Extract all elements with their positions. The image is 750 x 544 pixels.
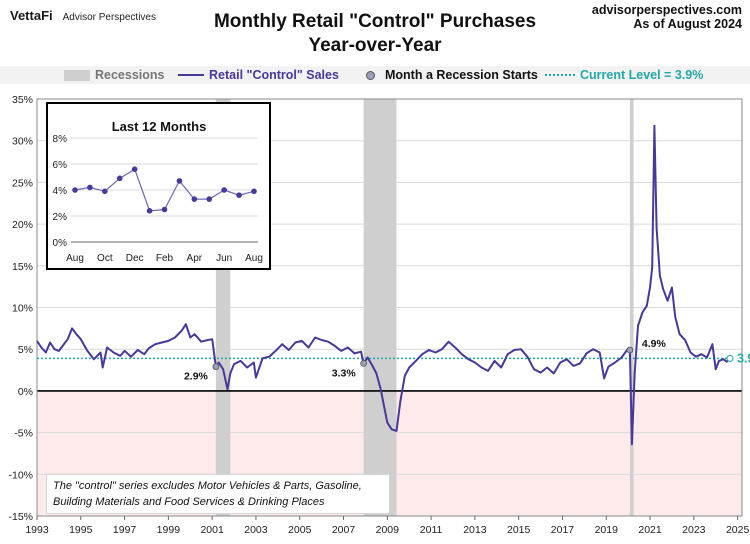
x-tick-label: 2011	[420, 524, 443, 536]
series-line	[36, 124, 731, 446]
recession-band	[629, 99, 634, 516]
x-tick-label: 2003	[244, 524, 268, 536]
inset-x-tick-label: Jun	[216, 253, 232, 264]
recession-start-marker	[212, 363, 220, 371]
current-level-swatch	[545, 74, 575, 76]
recession-start-label: 2.9%	[184, 371, 209, 383]
plot-frame	[36, 98, 743, 517]
y-tick-label: 5%	[18, 344, 33, 356]
inset-data-point	[131, 166, 138, 172]
legend: Recessions Retail "Control" Sales Month …	[0, 66, 750, 84]
x-tick-label: 2019	[595, 524, 619, 536]
x-tick-label: 2021	[638, 524, 662, 536]
x-tick-label: 2023	[682, 524, 706, 536]
y-tick-label: 15%	[12, 261, 33, 273]
inset-x-tick-label: Oct	[97, 253, 113, 264]
inset-data-point	[176, 178, 183, 184]
inset-x-tick-label: Dec	[126, 253, 144, 264]
x-tick-label: 2001	[200, 524, 224, 536]
y-tick-label: 25%	[12, 177, 33, 189]
inset-x-tick-label: Apr	[187, 253, 203, 264]
inset-data-point	[236, 192, 242, 198]
inset-data-point	[116, 175, 123, 182]
x-tick-label: 1999	[157, 524, 181, 536]
x-tick-label: 2025	[726, 524, 750, 536]
inset-x-tick-label: Aug	[245, 253, 263, 264]
chart-title: Monthly Retail "Control" Purchases Year-…	[0, 10, 750, 58]
y-tick-label: 0%	[18, 386, 33, 398]
recession-start-label: 3.3%	[332, 367, 357, 379]
inset-y-tick-label: 8%	[53, 134, 68, 145]
x-tick-label: 2009	[376, 524, 400, 536]
inset-data-point	[221, 187, 227, 193]
inset-x-tick-label: Feb	[156, 253, 174, 264]
x-tick-label: 2015	[507, 524, 531, 536]
chart-title-line2: Year-over-Year	[308, 35, 442, 56]
brand-logo: VettaFi	[10, 8, 53, 23]
y-tick-label: 35%	[12, 94, 33, 106]
series-line-swatch	[178, 74, 204, 76]
y-tick-label: 10%	[12, 303, 33, 315]
legend-item-current: Current Level = 3.9%	[545, 68, 703, 82]
inset-data-point	[102, 188, 108, 195]
legend-item-series: Retail "Control" Sales	[178, 68, 339, 82]
y-tick-label: -5%	[14, 428, 33, 440]
inset-data-point	[161, 206, 168, 213]
inset-y-tick-label: 0%	[53, 238, 68, 249]
brand-subtitle: Advisor Perspectives	[62, 12, 156, 23]
as-of-date: As of August 2024	[633, 17, 742, 31]
recession-swatch	[64, 69, 90, 81]
recession-band	[363, 99, 397, 516]
inset-data-point	[251, 188, 257, 195]
inset-data-point	[191, 196, 198, 202]
inset-data-point	[146, 208, 153, 214]
recession-start-marker	[626, 346, 634, 354]
footnote-line1: The "control" series excludes Motor Vehi…	[53, 480, 362, 492]
recession-start-marker	[360, 359, 368, 367]
inset-frame	[46, 102, 271, 270]
legend-item-recession-start: Month a Recession Starts	[366, 68, 538, 82]
source-block: advisorperspectives.com As of August 202…	[592, 3, 742, 31]
inset-title: Last 12 Months	[112, 119, 207, 134]
x-tick-label: 2013	[463, 524, 487, 536]
recession-start-marker	[366, 70, 375, 80]
x-tick-label: 1993	[25, 524, 49, 536]
recession-start-label: 4.9%	[642, 338, 667, 350]
y-tick-label: -10%	[8, 469, 33, 481]
inset-y-tick-label: 6%	[53, 160, 68, 171]
x-tick-label: 1997	[113, 524, 137, 536]
inset-x-tick-label: Aug	[66, 253, 84, 264]
legend-label-recessions: Recessions	[95, 68, 165, 82]
source-site: advisorperspectives.com	[591, 3, 742, 17]
legend-label-series: Retail "Control" Sales	[209, 68, 339, 82]
inset-y-tick-label: 2%	[53, 212, 68, 223]
inset-y-tick-label: 4%	[53, 186, 68, 197]
current-level-marker	[726, 354, 734, 362]
footnote-line2: Building Materials and Food Services & D…	[53, 496, 325, 508]
x-tick-label: 2007	[332, 524, 356, 536]
y-tick-label: 20%	[12, 219, 33, 231]
legend-item-recessions: Recessions	[64, 68, 164, 82]
y-tick-label: 30%	[12, 136, 33, 148]
inset-data-point	[206, 196, 213, 202]
chart-title-line1: Monthly Retail "Control" Purchases	[213, 11, 537, 32]
current-level-label: 3.9%	[737, 351, 750, 365]
x-tick-label: 2005	[288, 524, 312, 536]
inset-data-point	[72, 187, 78, 193]
legend-label-current: Current Level = 3.9%	[580, 68, 704, 82]
legend-label-recession-start: Month a Recession Starts	[385, 68, 538, 82]
y-tick-label: -15%	[8, 511, 33, 523]
footnote-box: The "control" series excludes Motor Vehi…	[46, 474, 390, 514]
x-tick-label: 1995	[69, 524, 93, 536]
x-tick-label: 2017	[551, 524, 575, 536]
brand-block: VettaFi Advisor Perspectives	[10, 8, 156, 23]
inset-data-point	[87, 184, 93, 191]
